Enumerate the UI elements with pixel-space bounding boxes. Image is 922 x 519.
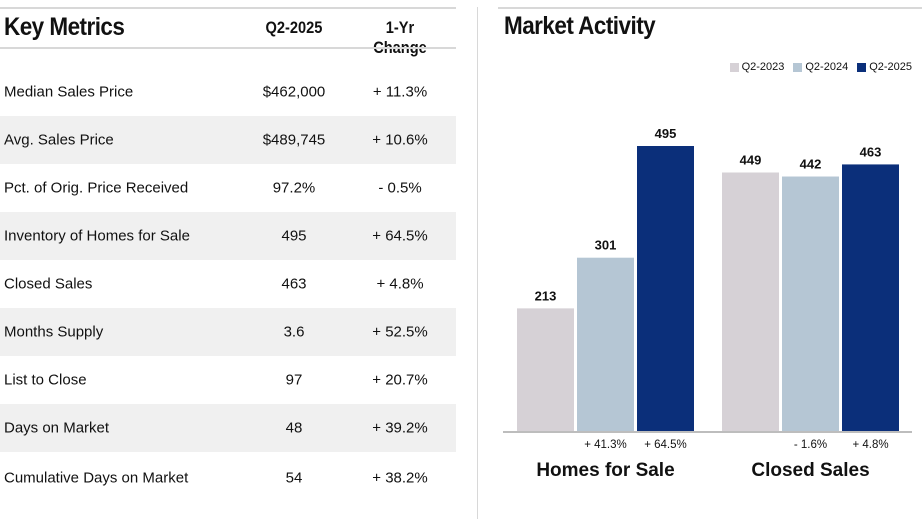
metric-label: Inventory of Homes for Sale (4, 227, 190, 245)
metric-value: 3.6 (283, 323, 305, 341)
bar-value-label: 463 (860, 144, 882, 159)
metric-change: + 39.2% (372, 419, 428, 437)
legend-label: Q2-2023 (741, 61, 785, 73)
bar-value-label: 213 (535, 288, 557, 303)
metric-row: Inventory of Homes for Sale 495 + 64.5% (0, 212, 456, 260)
key-metrics-panel: Key Metrics Q2-2025 1-Yr Change Median S… (0, 0, 456, 519)
metric-label: Median Sales Price (4, 83, 134, 101)
top-rule (498, 7, 922, 9)
metric-value: 495 (281, 227, 307, 245)
panel-divider (477, 7, 478, 519)
header-rule (0, 47, 456, 49)
metric-row: Days on Market 48 + 39.2% (0, 404, 456, 452)
bar (842, 164, 899, 431)
metrics-header: Key Metrics Q2-2025 1-Yr Change (0, 9, 456, 57)
metric-value: 97 (285, 371, 303, 389)
metric-value: 97.2% (272, 179, 316, 197)
metric-row: List to Close 97 + 20.7% (0, 356, 456, 404)
metric-value: $489,745 (262, 131, 326, 149)
metric-change: + 20.7% (372, 371, 428, 389)
legend-swatch (729, 62, 739, 72)
metric-label: Cumulative Days on Market (4, 469, 189, 487)
metric-label: Pct. of Orig. Price Received (4, 179, 189, 197)
metric-change: + 4.8% (376, 275, 424, 293)
legend-item: Q2-2024 (793, 61, 848, 73)
market-activity-panel: Market Activity Q2-2023 Q2-2024 Q2-2025 … (498, 0, 922, 519)
metric-label: Closed Sales (4, 275, 93, 293)
metric-value: 463 (281, 275, 307, 293)
metric-row: Closed Sales 463 + 4.8% (0, 260, 456, 308)
bar-value-label: 449 (740, 152, 762, 167)
bar-change-label: + 41.3% (584, 439, 627, 451)
metric-change: + 10.6% (372, 131, 428, 149)
bar-change-label: - 1.6% (794, 439, 827, 451)
legend-swatch (793, 62, 803, 72)
metric-row: Months Supply 3.6 + 52.5% (0, 308, 456, 356)
metric-change: + 52.5% (372, 323, 428, 341)
metric-label: Avg. Sales Price (4, 131, 114, 149)
metric-row: Cumulative Days on Market 54 + 38.2% (0, 452, 456, 504)
column-header-q2-2025: Q2-2025 (265, 18, 323, 37)
metric-label: Days on Market (4, 419, 110, 437)
metric-row: Median Sales Price $462,000 + 11.3% (0, 68, 456, 116)
metric-change: + 64.5% (372, 227, 428, 245)
bar-value-label: 442 (800, 157, 822, 172)
bar (722, 172, 779, 431)
metric-label: List to Close (4, 371, 87, 389)
metric-row: Pct. of Orig. Price Received 97.2% - 0.5… (0, 164, 456, 212)
bar-value-label: 495 (655, 126, 677, 141)
category-label: Homes for Sale (536, 460, 674, 481)
metric-value: 54 (285, 469, 303, 487)
legend-label: Q2-2024 (805, 61, 849, 73)
market-activity-title: Market Activity (504, 12, 656, 40)
legend-item: Q2-2025 (857, 61, 912, 73)
bar-value-label: 301 (595, 238, 617, 253)
legend-swatch (857, 62, 867, 72)
legend-item: Q2-2023 (729, 61, 785, 73)
metric-label: Months Supply (4, 323, 104, 341)
metric-value: 48 (285, 419, 303, 437)
metrics-rows: Median Sales Price $462,000 + 11.3% Avg.… (0, 68, 456, 504)
metric-change: - 0.5% (378, 179, 422, 197)
metric-change: + 38.2% (372, 469, 428, 487)
top-rule (0, 7, 456, 9)
bar-change-label: + 64.5% (644, 439, 687, 451)
bar (517, 308, 574, 431)
bar (637, 146, 694, 431)
metric-value: $462,000 (262, 83, 326, 101)
key-metrics-title: Key Metrics (4, 13, 125, 41)
legend-label: Q2-2025 (869, 61, 912, 73)
category-label: Closed Sales (751, 460, 869, 481)
bar-change-label: + 4.8% (852, 439, 888, 451)
metric-change: + 11.3% (372, 83, 428, 101)
chart-legend: Q2-2023 Q2-2024 Q2-2025 (729, 61, 912, 73)
bar (577, 257, 634, 431)
metric-row: Avg. Sales Price $489,745 + 10.6% (0, 116, 456, 164)
bar (782, 176, 839, 431)
